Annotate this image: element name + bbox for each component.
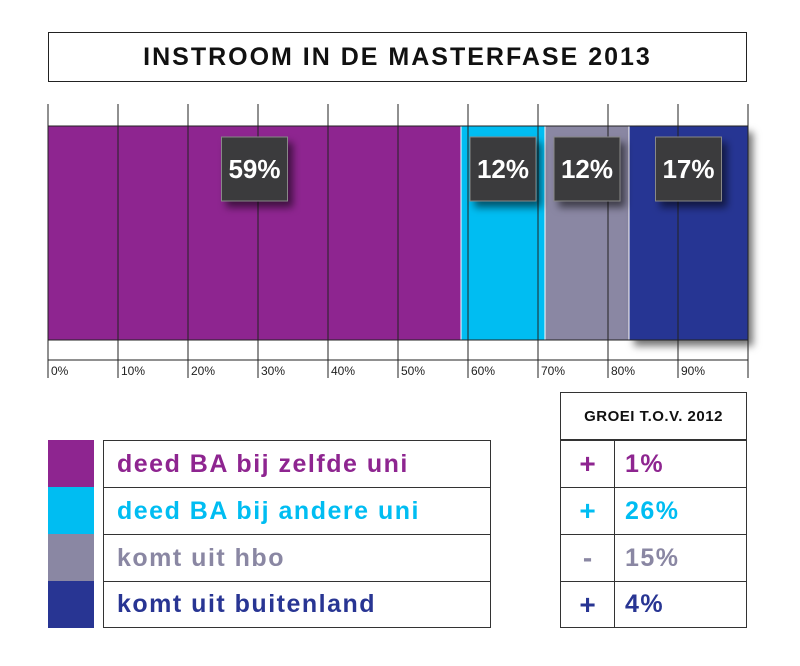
stacked-bar-chart: 59% 12% 12% 17% 0% 10% 20% 30% 40% 50% 60% 70% 80% 9… bbox=[47, 104, 749, 378]
tick-label: 10% bbox=[121, 364, 145, 378]
value-label: 59% bbox=[228, 154, 280, 184]
legend-label-buitenland: komt uit buitenland bbox=[103, 581, 491, 628]
legend-item-buitenland: komt uit buitenland bbox=[48, 581, 493, 628]
growth-row-andere-uni: + 26% bbox=[560, 487, 747, 534]
legend-label-hbo: komt uit hbo bbox=[103, 534, 491, 581]
legend-label-andere-uni: deed BA bij andere uni bbox=[103, 487, 491, 534]
growth-value: 15% bbox=[614, 534, 747, 581]
legend-item-zelfde-uni: deed BA bij zelfde uni bbox=[48, 440, 493, 487]
legend-swatch-hbo bbox=[48, 534, 94, 581]
growth-value: 1% bbox=[614, 440, 747, 487]
legend-label-zelfde-uni: deed BA bij zelfde uni bbox=[103, 440, 491, 487]
chart-title: INSTROOM IN DE MASTERFASE 2013 bbox=[48, 32, 747, 82]
tick-label: 0% bbox=[51, 364, 69, 378]
value-label-box bbox=[553, 136, 621, 202]
legend-swatch-buitenland bbox=[48, 581, 94, 628]
legend-swatch-zelfde-uni bbox=[48, 440, 94, 487]
tick-label: 40% bbox=[331, 364, 355, 378]
growth-sign: + bbox=[560, 581, 615, 628]
growth-row-hbo: - 15% bbox=[560, 534, 747, 581]
growth-value: 26% bbox=[614, 487, 747, 534]
tick-label: 30% bbox=[261, 364, 285, 378]
value-label-box bbox=[655, 136, 722, 202]
tick-label: 60% bbox=[471, 364, 495, 378]
legend-item-andere-uni: deed BA bij andere uni bbox=[48, 487, 493, 534]
growth-sign: + bbox=[560, 487, 615, 534]
growth-sign: + bbox=[560, 440, 615, 487]
tick-label: 70% bbox=[541, 364, 565, 378]
growth-value: 4% bbox=[614, 581, 747, 628]
value-label: 12% bbox=[477, 154, 529, 184]
legend-swatch-andere-uni bbox=[48, 487, 94, 534]
value-label: 12% bbox=[561, 154, 613, 184]
growth-row-zelfde-uni: + 1% bbox=[560, 440, 747, 487]
legend-item-hbo: komt uit hbo bbox=[48, 534, 493, 581]
value-label: 17% bbox=[662, 154, 714, 184]
growth-header: GROEI T.O.V. 2012 bbox=[560, 392, 747, 440]
tick-label: 80% bbox=[611, 364, 635, 378]
value-label-box bbox=[221, 136, 288, 202]
tick-label: 20% bbox=[191, 364, 215, 378]
value-label-box bbox=[469, 136, 537, 202]
tick-label: 50% bbox=[401, 364, 425, 378]
growth-sign: - bbox=[560, 534, 615, 581]
growth-row-buitenland: + 4% bbox=[560, 581, 747, 628]
tick-label: 90% bbox=[681, 364, 705, 378]
